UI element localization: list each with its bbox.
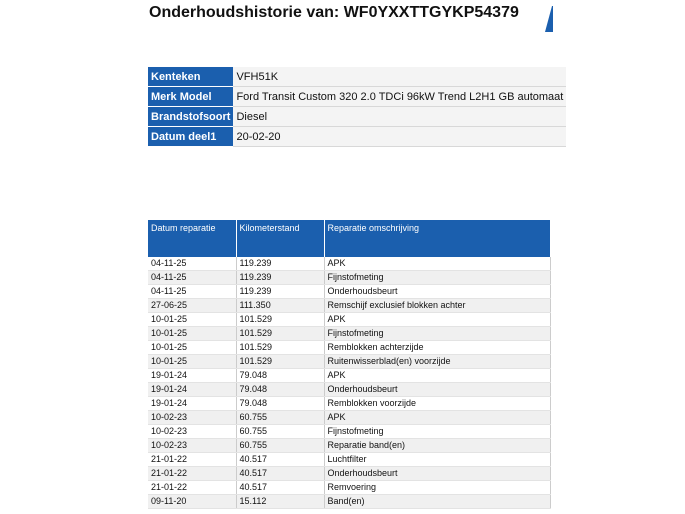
cell: 10-01-25: [148, 354, 237, 369]
info-row: Merk Model Ford Transit Custom 320 2.0 TD…: [148, 86, 567, 107]
cell: Band(en): [324, 494, 551, 509]
cell: 04-11-25: [148, 257, 237, 271]
history-row: 21-01-22 40.517 Luchtfilter: [148, 452, 551, 467]
cell: 101.529: [236, 326, 325, 341]
history-row: 04-11-25 119.239 APK: [148, 257, 551, 271]
cell: 60.755: [236, 438, 325, 453]
cell: 40.517: [236, 466, 325, 481]
history-row: 10-01-25 101.529 Ruitenwisserblad(en) voor…: [148, 354, 551, 369]
cell: 10-01-25: [148, 340, 237, 355]
cell: 10-02-23: [148, 410, 237, 425]
info-row: Datum deel1 20-02-20: [148, 126, 567, 147]
info-label: Merk Model: [148, 86, 234, 107]
cell: Onderhoudsbeurt: [324, 466, 551, 481]
cell: Fijnstofmeting: [324, 326, 551, 341]
cell: Fijnstofmeting: [324, 424, 551, 439]
cell: 19-01-24: [148, 382, 237, 397]
cell: 60.755: [236, 410, 325, 425]
history-row: 10-02-23 60.755 Fijnstofmeting: [148, 424, 551, 439]
cell: 60.755: [236, 424, 325, 439]
cell: Remblokken voorzijde: [324, 396, 551, 411]
history-row: 10-01-25 101.529 APK: [148, 312, 551, 327]
history-row: 04-11-25 119.239 Fijnstofmeting: [148, 270, 551, 285]
cell: Onderhoudsbeurt: [324, 382, 551, 397]
history-table: Datum reparatie Kilometerstand Reparatie o…: [148, 220, 551, 509]
cell: 119.239: [236, 270, 325, 285]
cell: 27-06-25: [148, 298, 237, 313]
info-value: Ford Transit Custom 320 2.0 TDCi 96kW Tr…: [233, 86, 567, 107]
cell: 40.517: [236, 480, 325, 495]
cell: 19-01-24: [148, 368, 237, 383]
vehicle-table: Kenteken VFH51K Merk Model Ford Transit Cus…: [148, 67, 567, 147]
cell: 40.517: [236, 452, 325, 467]
info-value: 20-02-20: [233, 126, 567, 147]
cell: 119.239: [236, 284, 325, 299]
cell: 10-02-23: [148, 424, 237, 439]
cell: 21-01-22: [148, 452, 237, 467]
cell: 04-11-25: [148, 284, 237, 299]
history-row: 21-01-22 40.517 Remvoering: [148, 480, 551, 495]
cell: 119.239: [236, 257, 325, 271]
history-row: 10-01-25 101.529 Remblokken achterzijde: [148, 340, 551, 355]
history-row: 19-01-24 79.048 APK: [148, 368, 551, 383]
cell: 10-02-23: [148, 438, 237, 453]
info-label: Kenteken: [148, 67, 234, 87]
history-row: 10-02-23 60.755 APK: [148, 410, 551, 425]
info-label: Brandstofsoort: [148, 106, 234, 127]
cell: 15.112: [236, 494, 325, 509]
column-header: Reparatie omschrijving: [324, 220, 551, 257]
cell: 101.529: [236, 340, 325, 355]
cell: 09-11-20: [148, 494, 237, 509]
history-row: 19-01-24 79.048 Onderhoudsbeurt: [148, 382, 551, 397]
cell: Remvoering: [324, 480, 551, 495]
cell: Luchtfilter: [324, 452, 551, 467]
cell: APK: [324, 257, 551, 271]
cell: 101.529: [236, 354, 325, 369]
cell: 10-01-25: [148, 312, 237, 327]
cell: 21-01-22: [148, 466, 237, 481]
cell: 21-01-22: [148, 480, 237, 495]
history-row: 21-01-22 40.517 Onderhoudsbeurt: [148, 466, 551, 481]
cell: Fijnstofmeting: [324, 270, 551, 285]
cell: Remblokken achterzijde: [324, 340, 551, 355]
history-row: 27-06-25 111.350 Remschijf exclusief blokk…: [148, 298, 551, 313]
history-row: 04-11-25 119.239 Onderhoudsbeurt: [148, 284, 551, 299]
cell: 101.529: [236, 312, 325, 327]
history-row: 10-02-23 60.755 Reparatie band(en): [148, 438, 551, 453]
info-label: Datum deel1: [148, 126, 234, 147]
cell: 79.048: [236, 368, 325, 383]
cell: Onderhoudsbeurt: [324, 284, 551, 299]
info-value: Diesel: [233, 106, 567, 127]
column-header: Kilometerstand: [236, 220, 325, 257]
cell: APK: [324, 368, 551, 383]
cell: Ruitenwisserblad(en) voorzijde: [324, 354, 551, 369]
cell: 111.350: [236, 298, 325, 313]
info-row: Brandstofsoort Diesel: [148, 106, 567, 127]
logo: [545, 6, 553, 32]
cell: 10-01-25: [148, 326, 237, 341]
cell: 04-11-25: [148, 270, 237, 285]
cell: APK: [324, 312, 551, 327]
title: Onderhoudshistorie van: WF0YXXTTGYKP5437…: [149, 4, 519, 21]
info-value: VFH51K: [233, 67, 567, 87]
cell: APK: [324, 410, 551, 425]
cell: Reparatie band(en): [324, 438, 551, 453]
history-row: 19-01-24 79.048 Remblokken voorzijde: [148, 396, 551, 411]
cell: 79.048: [236, 396, 325, 411]
history-row: 10-01-25 101.529 Fijnstofmeting: [148, 326, 551, 341]
history-row: 09-11-20 15.112 Band(en): [148, 494, 551, 509]
cell: 79.048: [236, 382, 325, 397]
cell: 19-01-24: [148, 396, 237, 411]
info-row: Kenteken VFH51K: [148, 67, 567, 87]
column-header: Datum reparatie: [148, 220, 237, 257]
cell: Remschijf exclusief blokken achter: [324, 298, 551, 313]
